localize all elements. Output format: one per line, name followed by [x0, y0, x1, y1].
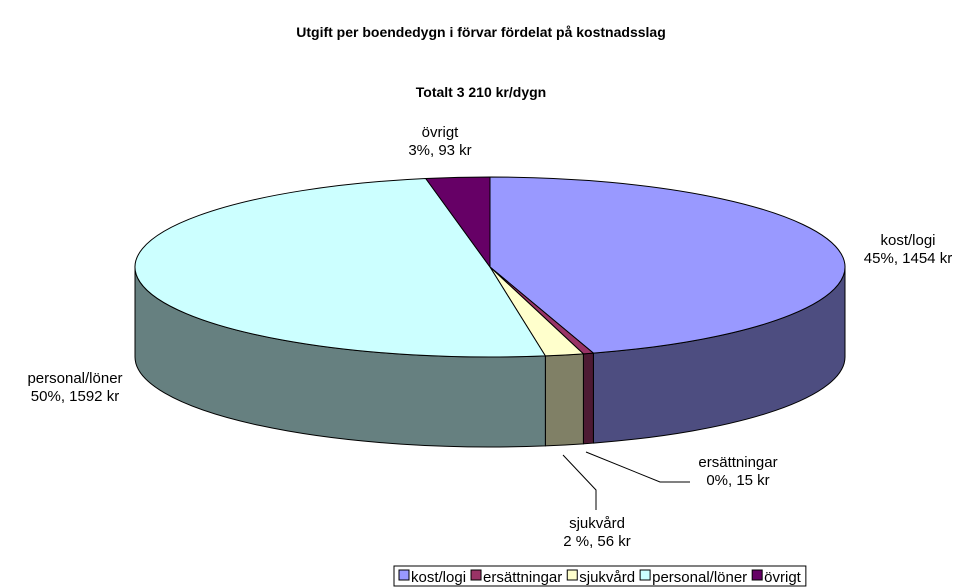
- data-label-category: personal/löner: [27, 370, 122, 387]
- legend-label: ersättningar: [483, 569, 562, 586]
- data-label-category: sjukvård: [569, 515, 625, 532]
- slice-side: [582, 352, 594, 445]
- chart-subtitle: Totalt 3 210 kr/dygn: [416, 84, 546, 100]
- data-label: 0%, 15 kr: [706, 472, 769, 489]
- data-label-category: övrigt: [422, 124, 460, 141]
- legend-label: personal/löner: [652, 569, 747, 586]
- legend-label: sjukvård: [579, 569, 635, 586]
- legend-label: kost/logi: [411, 569, 466, 586]
- slice: [424, 176, 491, 269]
- legend-swatch: [566, 569, 578, 581]
- legend-label: övrigt: [764, 569, 802, 586]
- data-label: 2 %, 56 kr: [563, 533, 631, 550]
- chart-title: Utgift per boendedygn i förvar fördelat …: [296, 24, 666, 40]
- legend-swatch: [470, 569, 482, 581]
- data-label: 3%, 93 kr: [408, 142, 471, 159]
- data-label: 50%, 1592 kr: [31, 388, 119, 405]
- slice: [134, 177, 547, 358]
- leader-line: [585, 451, 690, 483]
- leader-line: [562, 454, 597, 510]
- legend-box: [393, 565, 807, 587]
- slice-side: [544, 353, 584, 447]
- data-label: 45%, 1454 kr: [864, 250, 952, 267]
- data-label-category: kost/logi: [880, 232, 935, 249]
- legend: kost/logi ersättningar sjukvård personal/lö…: [393, 565, 807, 587]
- legend-swatch: [639, 569, 651, 581]
- leader-lines: [562, 451, 690, 510]
- legend-swatch: [398, 569, 410, 581]
- slice: [489, 176, 846, 354]
- legend-swatch: [751, 569, 763, 581]
- data-label-category: ersättningar: [698, 454, 777, 471]
